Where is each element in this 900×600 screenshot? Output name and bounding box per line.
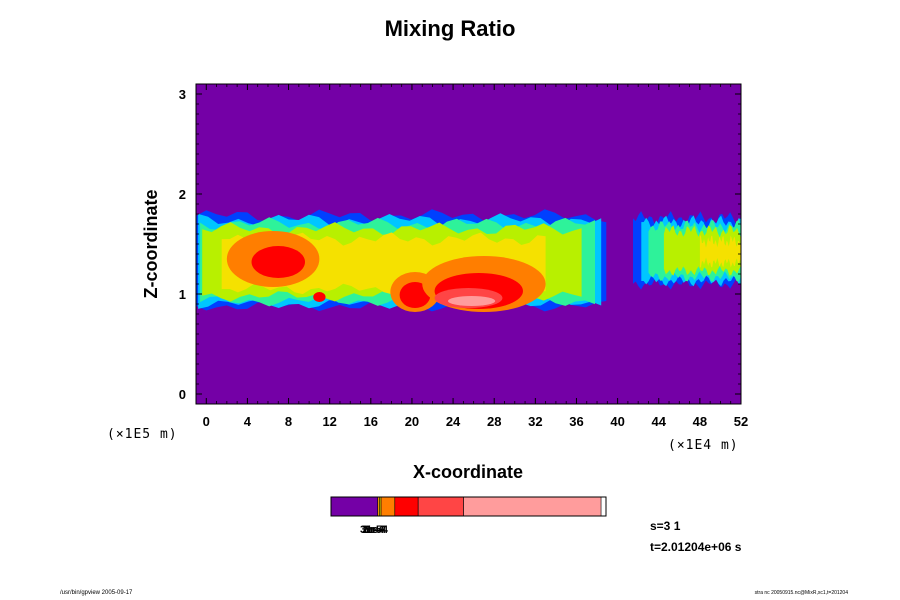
hot-core — [399, 282, 431, 308]
hot-core — [447, 296, 496, 306]
mixing-ratio-field — [196, 84, 741, 404]
colorbar — [330, 496, 607, 517]
chart-title: Mixing Ratio — [384, 16, 516, 41]
x-tick-label: 48 — [693, 414, 707, 429]
z-unit-label: (×1E5 m) — [107, 427, 178, 442]
hot-core — [251, 246, 305, 278]
colorbar-swatch — [380, 496, 396, 517]
footer-command: /usr/bin/gpview 2005-09-17 — [60, 590, 133, 596]
x-unit-label: (×1E4 m) — [668, 438, 739, 453]
x-tick-label: 28 — [487, 414, 501, 429]
hot-core — [313, 292, 326, 302]
colorbar-label: 3e-5 — [360, 524, 383, 536]
x-tick-label: 24 — [446, 414, 461, 429]
colorbar-swatch — [330, 496, 379, 517]
x-tick-label: 0 — [203, 414, 210, 429]
colorbar-label: 2e-4 — [362, 524, 385, 536]
colorbar-swatch — [394, 496, 419, 517]
x-tick-label: 40 — [610, 414, 624, 429]
colorbar-label: 6e-4 — [364, 524, 387, 536]
y-axis-title: Z-coordinate — [141, 189, 161, 298]
y-tick-label: 0 — [179, 387, 186, 402]
x-tick-label: 52 — [734, 414, 748, 429]
colorbar-label: 1e-4 — [366, 524, 389, 536]
x-tick-label: 36 — [569, 414, 583, 429]
x-tick-label: 4 — [244, 414, 252, 429]
colorbar-swatch — [417, 496, 464, 517]
x-axis-title: X-coordinate — [413, 462, 523, 482]
x-tick-label: 20 — [405, 414, 419, 429]
footer-source: stra nc 20050915.nc@MixR,xc1,t=201204 — [754, 590, 848, 596]
y-axis: 0 1 2 3 — [179, 87, 741, 405]
colorbar-swatch — [463, 496, 602, 517]
y-tick-label: 1 — [179, 287, 186, 302]
y-tick-label: 3 — [179, 87, 186, 102]
step-label: s=3 1 — [650, 519, 681, 533]
x-tick-label: 44 — [652, 414, 667, 429]
x-tick-label: 12 — [322, 414, 336, 429]
y-tick-label: 2 — [179, 187, 186, 202]
x-tick-label: 16 — [364, 414, 378, 429]
x-axis: 0 4 8 12 16 20 24 28 32 36 40 44 48 52 — [203, 84, 748, 429]
plume-band-right — [699, 235, 741, 268]
colorbar-frame — [330, 496, 607, 517]
x-tick-label: 8 — [285, 414, 292, 429]
x-tick-label: 32 — [528, 414, 542, 429]
time-label: t=2.01204e+06 s — [650, 540, 742, 554]
